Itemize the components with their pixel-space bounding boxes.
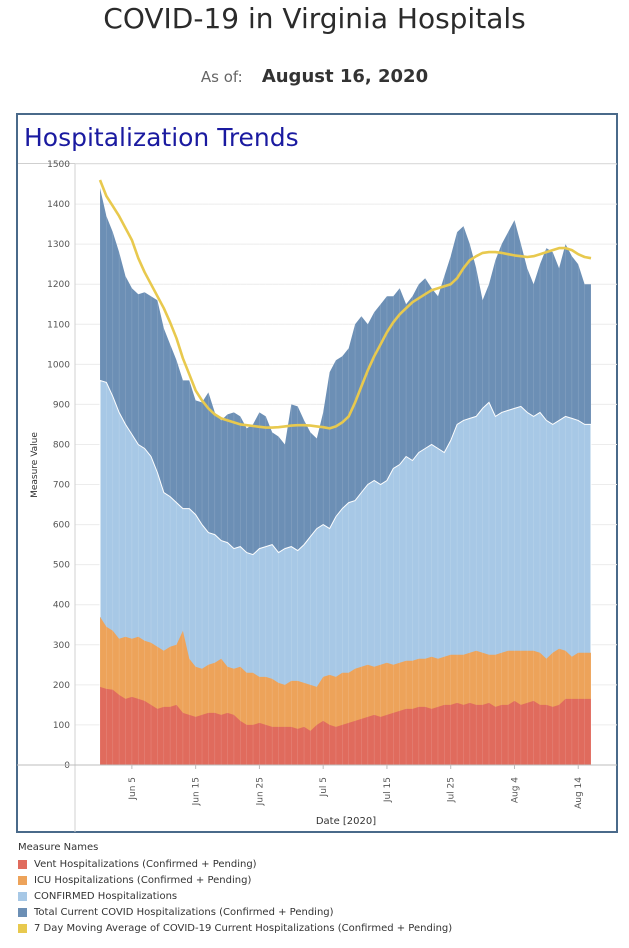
y-tick-label: 1000 <box>47 360 70 370</box>
legend-label: 7 Day Moving Average of COVID-19 Current… <box>34 922 453 934</box>
y-tick-label: 0 <box>64 761 70 771</box>
x-tick-label: Jun 15 <box>192 777 202 806</box>
legend-item-vent[interactable]: Vent Hospitalizations (Confirmed + Pendi… <box>18 856 452 872</box>
page-title: COVID-19 in Virginia Hospitals <box>103 2 526 35</box>
y-tick-label: 1400 <box>47 200 70 210</box>
y-tick-label: 1300 <box>47 240 70 250</box>
area-series <box>98 164 592 766</box>
axes: 0 100 200 300 400 500 600 700 800 900 1000 1100 1200… <box>17 160 617 832</box>
legend-swatch <box>18 907 27 917</box>
as-of-date: August 16, 2020 <box>261 66 429 87</box>
legend-label: Total Current COVID Hospitalizations (Co… <box>34 906 334 918</box>
legend-item-confirmed[interactable]: CONFIRMED Hospitalizations <box>18 888 452 904</box>
legend: Measure Names Vent Hospitalizations (Con… <box>18 842 452 936</box>
y-tick-label: 1100 <box>47 320 70 330</box>
y-tick-label: 1500 <box>47 160 70 170</box>
y-tick-label: 500 <box>53 561 70 571</box>
moving-average-line <box>98 179 592 430</box>
legend-swatch <box>18 923 27 933</box>
x-tick-label: Aug 14 <box>574 777 584 809</box>
legend-swatch <box>18 875 27 885</box>
x-tick-label: Jul 15 <box>383 777 393 803</box>
legend-label: Vent Hospitalizations (Confirmed + Pendi… <box>34 858 257 870</box>
y-tick-label: 800 <box>53 440 70 450</box>
panel-title: Hospitalization Trends <box>24 123 299 152</box>
x-tick-label: Jul 5 <box>319 777 329 797</box>
legend-item-icu[interactable]: ICU Hospitalizations (Confirmed + Pendin… <box>18 872 452 888</box>
y-tick-label: 900 <box>53 400 70 410</box>
x-tick-label: Jun 25 <box>255 777 265 806</box>
legend-swatch <box>18 891 27 901</box>
hospitalization-trends-panel: Hospitalization Trends <box>16 113 618 833</box>
y-tick-label: 700 <box>53 481 70 491</box>
as-of-label: As of: <box>200 68 243 86</box>
legend-item-moving-average[interactable]: 7 Day Moving Average of COVID-19 Current… <box>18 920 452 936</box>
y-tick-label: 1200 <box>47 280 70 290</box>
legend-label: CONFIRMED Hospitalizations <box>34 890 178 902</box>
legend-label: ICU Hospitalizations (Confirmed + Pendin… <box>34 874 252 886</box>
y-tick-label: 300 <box>53 641 70 651</box>
legend-title: Measure Names <box>18 842 99 853</box>
area-series-0 <box>100 686 591 765</box>
x-axis-label: Date [2020] <box>316 816 376 827</box>
legend-swatch <box>18 859 27 869</box>
y-tick-label: 400 <box>53 601 70 611</box>
y-tick-label: 100 <box>53 721 70 731</box>
x-tick-label: Jul 25 <box>447 777 457 803</box>
legend-item-total[interactable]: Total Current COVID Hospitalizations (Co… <box>18 904 452 920</box>
y-axis-label: Measure Value <box>30 432 40 498</box>
x-tick-label: Jun 5 <box>128 777 138 801</box>
y-tick-label: 200 <box>53 681 70 691</box>
as-of-row: As of: August 16, 2020 <box>0 66 629 87</box>
x-tick-label: Aug 4 <box>510 777 520 803</box>
y-tick-label: 600 <box>53 521 70 531</box>
